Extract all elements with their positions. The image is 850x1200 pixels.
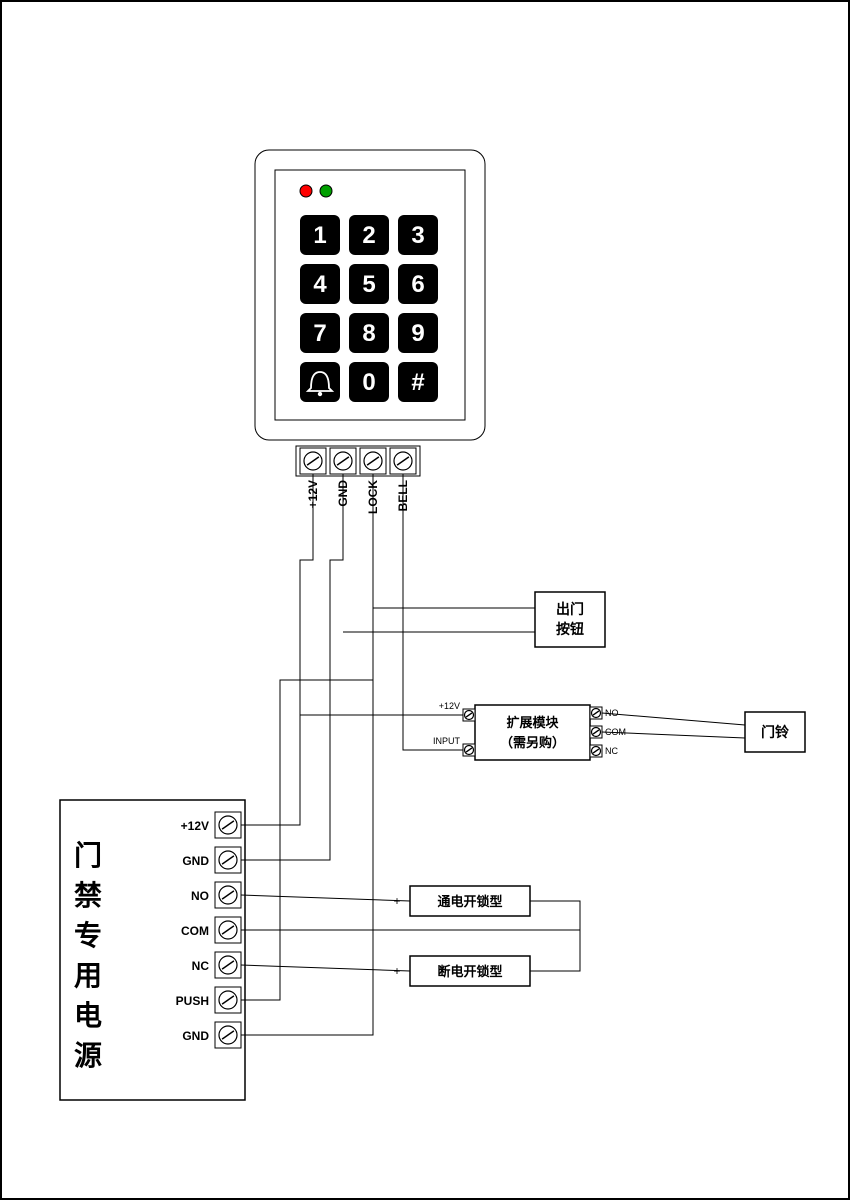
- keypad-key-label: 5: [362, 271, 375, 298]
- keypad-key-label: 9: [411, 320, 424, 347]
- psu-terminal-label: GND: [182, 1029, 209, 1043]
- psu-terminal-label: NC: [192, 959, 210, 973]
- psu-terminal-label: GND: [182, 854, 209, 868]
- psu-title-char: 源: [74, 1040, 102, 1071]
- keypad-key-label: 4: [313, 271, 327, 298]
- psu-title-char: 专: [74, 920, 102, 951]
- doorbell-label: 门铃: [761, 724, 789, 740]
- keypad-key-label: 8: [362, 320, 375, 347]
- keypad-key-label: 7: [313, 320, 326, 347]
- psu-terminal-label: NO: [191, 889, 209, 903]
- keypad-key-label: 3: [411, 222, 424, 249]
- ext-module-left-label: +12V: [439, 701, 460, 711]
- keypad-key-label: 2: [362, 222, 375, 249]
- psu-terminal-label: PUSH: [176, 994, 209, 1008]
- psu-title-char: 电: [74, 1000, 102, 1031]
- ext-module-label: （需另购）: [500, 735, 565, 750]
- lock-box-label: 通电开锁型: [437, 894, 502, 909]
- exit-button-label: 按钮: [556, 621, 584, 637]
- led-red: [300, 185, 312, 197]
- exit-button-label: 出门: [556, 601, 584, 617]
- led-green: [320, 185, 332, 197]
- lock-box-label: 断电开锁型: [437, 964, 502, 979]
- ext-module-box: [475, 705, 590, 760]
- psu-title-char: 门: [74, 840, 102, 871]
- ext-module-label: 扩展模块: [506, 715, 559, 730]
- keypad-key-label: #: [411, 369, 424, 396]
- keypad-key-label: 0: [362, 369, 375, 396]
- psu-title-char: 用: [74, 960, 102, 991]
- psu-terminal-label: +12V: [181, 819, 209, 833]
- ext-module-right-label: NC: [605, 746, 618, 756]
- psu-terminal-label: COM: [181, 924, 209, 938]
- bell-clapper-icon: [318, 392, 322, 396]
- ext-module-left-label: INPUT: [433, 736, 461, 746]
- keypad-key-label: 1: [313, 222, 326, 249]
- keypad-key-label: 6: [411, 271, 424, 298]
- psu-title-char: 禁: [74, 880, 102, 911]
